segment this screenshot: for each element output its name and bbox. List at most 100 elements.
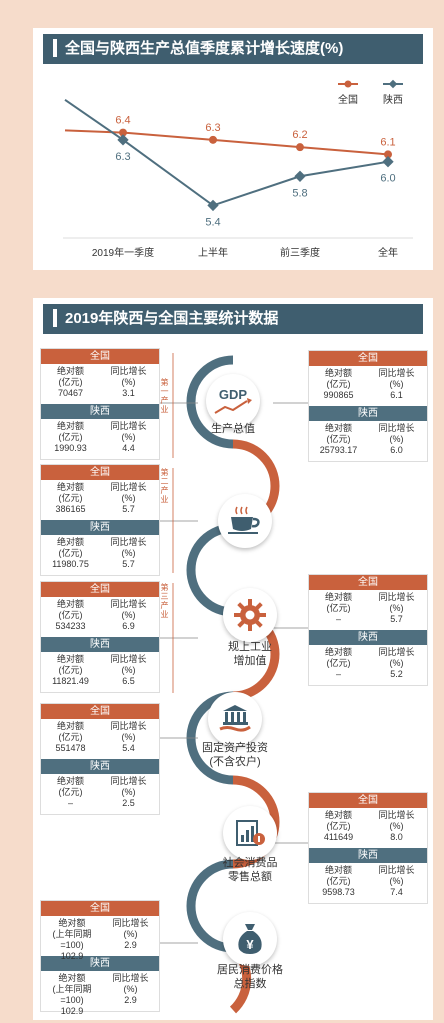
stats-title: 2019年陕西与全国主要统计数据 [65,310,279,327]
data-point-shaanxi [382,156,394,168]
unit-label: (亿元) [58,377,83,387]
shaanxi-stat: 绝对额 (亿元) 11821.49 同比增长 (%) 6.5 [41,652,159,692]
data-point-national [384,150,392,159]
growth-label: 同比增长 [110,599,147,609]
national-stat: 绝对额 (亿元) 551478 同比增长 (%) 5.4 [41,719,159,759]
retail-sales-label: 社会消费品 零售总额 [205,856,295,884]
unit-label: (亿元) [58,493,83,503]
abs-label: 绝对额 [56,366,84,376]
stats-title-bar: 2019年陕西与全国主要统计数据 [43,304,423,334]
gdp-trend-icon: GDP [214,387,252,414]
national-abs-value: 551478 [55,743,86,753]
unit-label: (亿元) [326,821,351,831]
shaanxi-abs-value: – [67,798,73,808]
growth-label: 同比增长 [112,973,149,983]
pct-label: (%) [389,876,404,886]
shaanxi-abs-value: 9598.73 [322,887,355,897]
national-stat: 绝对额 (亿元) 70467 同比增长 (%) 3.1 [41,364,159,404]
base-label: (上年同期=100) [52,929,92,950]
national-growth-value: 2.9 [124,940,137,950]
shaanxi-header: 陕西 [309,630,427,645]
unit-label: (亿元) [58,548,83,558]
stat-box-primary-industry: 全国 绝对额 (亿元) 70467 同比增长 (%) 3.1 陕西 绝对额 (亿元) 199… [40,348,160,460]
shaanxi-stat: 绝对额 (亿元) 9598.73 同比增长 (%) 7.4 [309,863,427,903]
growth-label: 同比增长 [110,366,147,376]
data-label-shaanxi: 6.0 [380,173,395,185]
cpi-label-line2: 总指数 [233,978,267,990]
national-growth-value: 5.7 [390,614,403,624]
growth-line-chart: 6.4 6.3 6.2 6.1 6.3 5.4 5.8 6.0 2019年一季度 上半年 前三季度 全… [63,79,413,259]
unit-label: (亿元) [326,379,351,389]
pct-label: (%) [389,603,404,613]
data-label-shaanxi: 5.4 [205,216,220,228]
unit-label: (亿元) [326,603,351,613]
industry-label-tertiary: 第三产业 [160,583,169,619]
bar-chart-icon [236,820,265,846]
national-growth-value: 6.1 [390,390,403,400]
shaanxi-growth-value: 2.9 [124,995,137,1005]
pct-label: (%) [121,610,136,620]
stat-box-fixed-asset-investment: 全国 绝对额 (亿元) 551478 同比增长 (%) 5.4 陕西 绝对额 (亿元) – … [40,703,160,815]
growth-label: 同比增长 [378,810,415,820]
abs-label: 绝对额 [56,421,84,431]
legend-label-shaanxi: 陕西 [383,93,403,106]
pct-label: (%) [389,379,404,389]
data-point-national [296,143,304,152]
legend-marker-national [344,80,352,88]
stat-box-cpi: 全国 绝对额 (上年同期=100) 102.9 同比增长 (%) 2.9 陕西 绝对额(… [40,900,160,1016]
unit-label: (亿元) [58,432,83,442]
abs-label: 绝对额 [56,599,84,609]
shaanxi-abs-value: 11821.49 [52,676,89,686]
shaanxi-abs-value: – [335,669,341,679]
data-label-national: 6.4 [115,115,130,127]
pct-label: (%) [389,821,404,831]
growth-label: 同比增长 [110,654,147,664]
growth-label: 同比增长 [112,918,149,928]
national-header: 全国 [41,704,159,719]
chart-panel: 全国与陕西生产总值季度累计增长速度(%) 6.4 6.3 6.2 6.1 6.3 5.4 5… [33,28,433,270]
series-line-shaanxi [64,98,389,207]
shaanxi-growth-value: 6.5 [122,676,135,686]
base-label: (上年同期=100) [52,984,92,1005]
gdp-label: 生产总值 [211,423,255,435]
data-point-shaanxi [294,170,306,182]
shaanxi-header: 陕西 [41,759,159,774]
gdp-icon-circle: GDP [206,374,260,428]
x-tick-label: 上半年 [198,246,228,259]
abs-label: 绝对额 [56,482,84,492]
shaanxi-header: 陕西 [41,520,159,535]
growth-label: 同比增长 [110,776,147,786]
data-point-national [209,135,217,144]
data-label-shaanxi: 6.3 [115,151,130,163]
fai-label-line1: 固定资产投资 [202,742,268,754]
pct-label: (%) [123,929,138,939]
national-abs-value: – [335,614,341,624]
growth-label: 同比增长 [378,647,415,657]
data-label-national: 6.1 [380,136,395,148]
growth-label: 同比增长 [378,423,415,433]
unit-label: (亿元) [326,876,351,886]
pct-label: (%) [121,377,136,387]
national-abs-value: 70467 [57,388,84,398]
coffee-cup-icon [228,506,260,534]
industry-label-secondary: 第二产业 [160,468,169,504]
fai-label-line2: (不含农户) [209,756,261,768]
stat-box-tertiary-industry: 全国 绝对额 (亿元) 534233 同比增长 (%) 6.9 陕西 绝对额 (亿元) 11… [40,581,160,693]
national-header: 全国 [41,349,159,364]
chart-title-bar: 全国与陕西生产总值季度累计增长速度(%) [43,34,423,64]
growth-label: 同比增长 [378,592,415,602]
abs-label: 绝对额 [58,973,86,983]
national-growth-value: 6.9 [122,621,135,631]
pct-label: (%) [121,548,136,558]
industrial-value-added-label: 规上工业 增加值 [205,640,295,668]
national-header: 全国 [309,575,427,590]
unit-label: (亿元) [58,665,83,675]
money-bag-icon: ¥ [238,924,262,954]
retail-label-line2: 零售总额 [228,871,272,883]
shaanxi-abs-value: 11980.75 [52,559,89,569]
data-label-shaanxi: 5.8 [292,187,307,199]
national-header: 全国 [309,793,427,808]
shaanxi-stat: 绝对额 (亿元) 11980.75 同比增长 (%) 5.7 [41,535,159,575]
shaanxi-abs-value: 1990.93 [54,443,87,453]
data-point-shaanxi [207,199,219,212]
